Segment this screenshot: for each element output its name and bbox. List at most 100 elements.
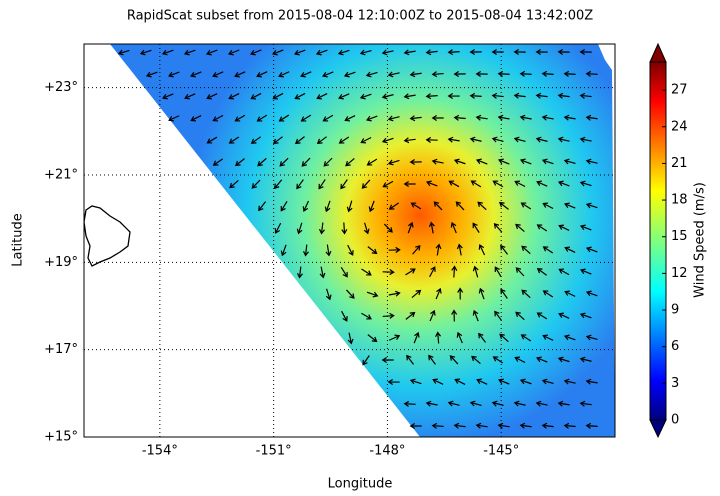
wind-arrow	[413, 331, 420, 344]
wind-arrow	[564, 246, 576, 253]
wind-arrow	[542, 202, 554, 210]
wind-arrow	[431, 422, 444, 429]
wind-arrow	[234, 71, 246, 78]
wind-arrow	[228, 49, 240, 56]
wind-arrow	[541, 114, 554, 121]
wind-arrow	[212, 158, 224, 166]
wind-arrow	[363, 222, 370, 235]
colorbar-tick-label: 21	[671, 156, 688, 171]
wind-arrow	[280, 244, 287, 257]
wind-arrow	[447, 136, 460, 143]
wind-arrow	[250, 49, 262, 56]
wind-arrow	[564, 202, 576, 209]
wind-arrow	[521, 289, 531, 299]
wind-arrow	[492, 180, 504, 188]
wind-arrow	[563, 334, 576, 341]
wind-arrow	[272, 92, 284, 100]
wind-arrow	[579, 356, 592, 363]
colorbar-tick-label: 18	[671, 193, 688, 208]
colorbar-tick-label: 0	[671, 413, 679, 428]
wind-arrow	[535, 48, 548, 55]
wind-arrow	[457, 287, 464, 300]
wind-arrow	[519, 114, 532, 121]
colorbar-tick-label: 27	[671, 83, 688, 98]
wind-arrow	[497, 422, 510, 429]
wind-arrow	[229, 179, 239, 189]
wind-arrow	[382, 312, 395, 319]
wind-arrow	[494, 310, 502, 321]
wind-arrow	[491, 92, 504, 99]
wind-arrow	[535, 400, 548, 407]
wind-arrow	[367, 334, 378, 343]
wind-arrow	[301, 157, 311, 167]
wind-arrow	[322, 114, 334, 122]
wind-arrow	[585, 422, 598, 429]
wind-arrow	[447, 49, 460, 56]
wind-arrow	[362, 355, 370, 366]
wind-arrow	[492, 356, 504, 364]
wind-arrow	[579, 400, 592, 407]
wind-arrow	[190, 115, 202, 122]
wind-arrow	[365, 71, 378, 78]
wind-arrow	[428, 221, 435, 234]
y-axis-label: Latitude	[11, 213, 26, 267]
wind-arrow	[272, 49, 284, 56]
wind-arrow	[579, 180, 592, 187]
wind-arrow	[472, 265, 479, 278]
wind-arrow	[168, 115, 180, 122]
wind-arrow	[365, 115, 378, 122]
wind-arrow	[536, 224, 548, 232]
wind-arrow	[212, 114, 224, 122]
wind-arrow	[448, 180, 460, 188]
wind-arrow	[491, 136, 504, 143]
wind-arrow	[361, 312, 372, 320]
wind-arrow	[494, 266, 502, 278]
wind-arrow	[360, 136, 372, 144]
wind-arrow	[579, 136, 592, 143]
wind-arrow	[515, 223, 525, 232]
wind-arrow	[579, 224, 592, 231]
wind-arrow	[563, 422, 576, 429]
wind-arrow	[340, 267, 348, 278]
wind-arrow	[346, 289, 355, 299]
wind-arrow	[300, 71, 312, 78]
wind-arrow	[579, 48, 592, 55]
wind-arrow	[296, 266, 303, 279]
wind-arrow	[435, 243, 442, 256]
wind-arrow	[471, 355, 481, 364]
wind-arrow	[278, 71, 290, 78]
wind-arrow	[449, 355, 459, 365]
wind-arrow	[212, 71, 224, 78]
y-tick-label: +23°	[44, 80, 78, 95]
wind-arrow	[563, 70, 576, 77]
wind-arrow	[469, 49, 482, 56]
wind-arrow	[564, 290, 576, 297]
wind-arrow	[557, 180, 570, 187]
wind-arrow	[447, 92, 460, 99]
wind-arrow	[388, 290, 401, 297]
wind-arrow	[347, 244, 354, 256]
wind-arrow	[475, 70, 488, 77]
wind-arrow	[278, 114, 290, 122]
wind-arrow	[579, 312, 592, 319]
plot-frame	[83, 43, 616, 438]
wind-arrow	[409, 115, 422, 122]
wind-arrow	[403, 180, 416, 188]
wind-arrows	[117, 48, 598, 429]
wind-arrow	[431, 114, 444, 122]
swath	[84, 44, 615, 437]
wind-arrow	[381, 356, 394, 364]
wind-arrow	[563, 114, 576, 121]
wind-arrow	[388, 334, 401, 341]
wind-arrow	[387, 159, 400, 166]
wind-arrow	[347, 332, 354, 345]
colorbar-extend-bottom	[649, 419, 667, 439]
wind-arrow	[403, 400, 416, 407]
wind-arrow	[234, 114, 246, 122]
chart-title: RapidScat subset from 2015-08-04 12:10:0…	[127, 9, 593, 24]
wind-arrow	[344, 115, 356, 122]
wind-arrow	[491, 400, 504, 407]
wind-arrow	[542, 290, 554, 298]
wind-arrow	[162, 93, 174, 100]
wind-arrow	[497, 114, 510, 121]
